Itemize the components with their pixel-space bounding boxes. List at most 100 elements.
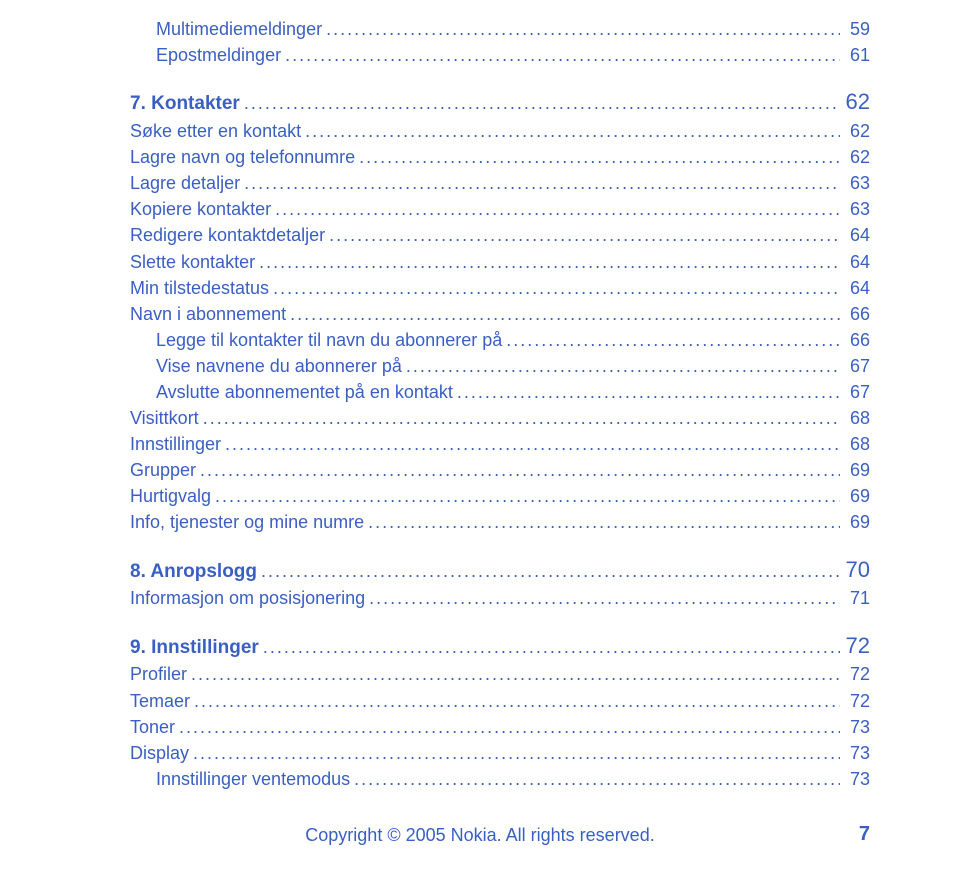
toc-page: 67 (840, 379, 870, 405)
toc-leader-dots (240, 90, 840, 116)
toc-entry: Epostmeldinger 61 (130, 42, 870, 68)
toc-page: 71 (840, 585, 870, 611)
toc-entry: Lagre detaljer63 (130, 170, 870, 196)
toc-leader-dots (199, 405, 840, 431)
toc-leader-dots (196, 457, 840, 483)
toc-label: Grupper (130, 457, 196, 483)
toc-label: Min tilstedestatus (130, 275, 269, 301)
toc-label: Slette kontakter (130, 249, 255, 275)
toc-page: 70 (840, 554, 870, 586)
toc-page: 63 (840, 196, 870, 222)
toc-page: 64 (840, 249, 870, 275)
toc-leader-dots (502, 327, 840, 353)
toc-entry: Informasjon om posisjonering 71 (130, 585, 870, 611)
toc-page: 73 (840, 714, 870, 740)
toc-page: 64 (840, 275, 870, 301)
toc-label: Avslutte abonnementet på en kontakt (156, 379, 453, 405)
toc-page: 69 (840, 457, 870, 483)
toc-page: 69 (840, 483, 870, 509)
toc-label: Vise navnene du abonnerer på (156, 353, 402, 379)
toc-entry: Min tilstedestatus 64 (130, 275, 870, 301)
toc-leader-dots (322, 16, 840, 42)
toc-entry: Info, tjenester og mine numre 69 (130, 509, 870, 535)
toc-page: 62 (840, 144, 870, 170)
toc-entry: Temaer 72 (130, 688, 870, 714)
toc-entry: Multimediemeldinger59 (130, 16, 870, 42)
toc-leader-dots (269, 275, 840, 301)
toc-label: Epostmeldinger (156, 42, 281, 68)
toc-leader-dots (175, 714, 840, 740)
page: Multimediemeldinger59Epostmeldinger 61 7. … (0, 0, 960, 874)
toc-page: 62 (840, 86, 870, 118)
toc-leader-dots (402, 353, 840, 379)
page-number: 7 (859, 823, 870, 846)
toc-entry: Innstillinger ventemodus 73 (130, 766, 870, 792)
toc-page: 66 (840, 301, 870, 327)
toc-entry: Legge til kontakter til navn du abonnere… (130, 327, 870, 353)
toc-leader-dots (286, 301, 840, 327)
toc-entry: Slette kontakter 64 (130, 249, 870, 275)
toc-page: 72 (840, 688, 870, 714)
toc-label: Lagre navn og telefonnumre (130, 144, 355, 170)
toc-label: 9. Innstillinger (130, 634, 259, 662)
toc-label: Kopiere kontakter (130, 196, 271, 222)
toc-entry: Navn i abonnement66 (130, 301, 870, 327)
toc-leader-dots (271, 196, 840, 222)
toc-label: Profiler (130, 661, 187, 687)
toc-leader-dots (240, 170, 840, 196)
toc-chapter: 7. Kontakter 62 (130, 86, 870, 118)
toc-leader-dots (453, 379, 840, 405)
toc-label: 8. Anropslogg (130, 558, 257, 586)
toc-label: Informasjon om posisjonering (130, 585, 365, 611)
toc-leader-dots (255, 249, 840, 275)
toc-page: 73 (840, 766, 870, 792)
toc-leader-dots (187, 661, 840, 687)
toc-label: Multimediemeldinger (156, 16, 322, 42)
toc-entry: Grupper 69 (130, 457, 870, 483)
toc-page: 72 (840, 630, 870, 662)
toc-label: Temaer (130, 688, 190, 714)
toc-entry: Kopiere kontakter 63 (130, 196, 870, 222)
toc-entry: Redigere kontaktdetaljer 64 (130, 222, 870, 248)
toc-leader-dots (365, 585, 840, 611)
toc-leader-dots (350, 766, 840, 792)
toc-label: Toner (130, 714, 175, 740)
toc-label: Redigere kontaktdetaljer (130, 222, 325, 248)
toc-leader-dots (211, 483, 840, 509)
toc-page: 68 (840, 431, 870, 457)
toc-leader-dots (257, 558, 840, 584)
toc-page: 69 (840, 509, 870, 535)
toc-leader-dots (189, 740, 840, 766)
toc-leader-dots (281, 42, 840, 68)
toc-page: 63 (840, 170, 870, 196)
toc-entry: Profiler 72 (130, 661, 870, 687)
toc-entry: Avslutte abonnementet på en kontakt 67 (130, 379, 870, 405)
toc-label: Info, tjenester og mine numre (130, 509, 364, 535)
toc-entry: Visittkort68 (130, 405, 870, 431)
toc-leader-dots (355, 144, 840, 170)
toc-chapter: 8. Anropslogg 70 (130, 554, 870, 586)
copyright-text: Copyright © 2005 Nokia. All rights reser… (305, 825, 654, 845)
footer: Copyright © 2005 Nokia. All rights reser… (0, 825, 960, 846)
toc-entry: Toner 73 (130, 714, 870, 740)
toc-label: Innstillinger (130, 431, 221, 457)
toc-page: 72 (840, 661, 870, 687)
toc-page: 61 (840, 42, 870, 68)
toc-leader-dots (325, 222, 840, 248)
toc-entry: Lagre navn og telefonnumre 62 (130, 144, 870, 170)
toc-label: Innstillinger ventemodus (156, 766, 350, 792)
table-of-contents: Multimediemeldinger59Epostmeldinger 61 7. … (130, 16, 870, 792)
toc-label: Legge til kontakter til navn du abonnere… (156, 327, 502, 353)
toc-page: 68 (840, 405, 870, 431)
toc-leader-dots (259, 634, 840, 660)
toc-label: Søke etter en kontakt (130, 118, 301, 144)
toc-page: 66 (840, 327, 870, 353)
toc-label: 7. Kontakter (130, 90, 240, 118)
toc-page: 64 (840, 222, 870, 248)
toc-page: 73 (840, 740, 870, 766)
toc-page: 67 (840, 353, 870, 379)
toc-leader-dots (190, 688, 840, 714)
toc-entry: Søke etter en kontakt62 (130, 118, 870, 144)
toc-label: Display (130, 740, 189, 766)
toc-entry: Innstillinger 68 (130, 431, 870, 457)
